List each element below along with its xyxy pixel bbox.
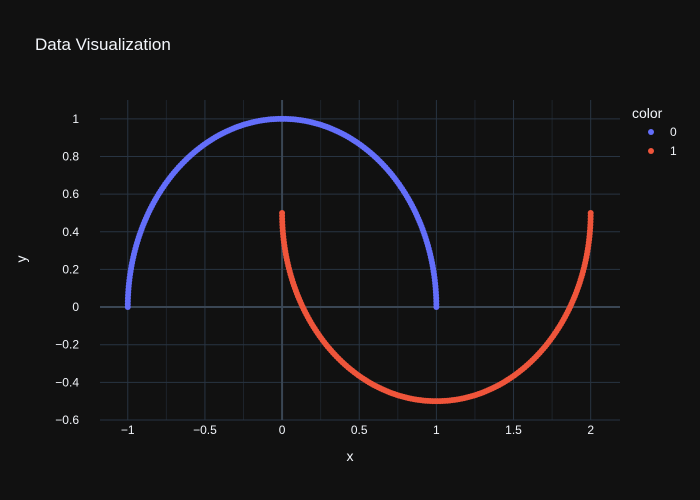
zero-lines xyxy=(100,100,620,420)
y-tick-label: −0.2 xyxy=(55,338,79,352)
x-tick-label: 1 xyxy=(433,423,440,437)
x-tick-label: 0.5 xyxy=(351,423,368,437)
series-layer xyxy=(124,115,594,405)
x-axis-title: x xyxy=(347,448,354,464)
y-tick-label: 0 xyxy=(72,300,79,314)
x-tick-label: −1 xyxy=(121,423,135,437)
y-tick-label: −0.4 xyxy=(55,375,79,389)
x-tick-label: 1.5 xyxy=(505,423,522,437)
data-point xyxy=(124,304,131,311)
x-tick-label: 2 xyxy=(587,423,594,437)
series-1 xyxy=(279,209,594,405)
y-tick-label: −0.6 xyxy=(55,413,79,427)
y-tick-label: 1 xyxy=(72,112,79,126)
y-tick-label: 0.6 xyxy=(62,187,79,201)
legend-label: 1 xyxy=(670,144,677,158)
series-0 xyxy=(124,115,440,311)
grid xyxy=(100,100,620,421)
legend-items[interactable]: 01 xyxy=(648,125,677,158)
x-tick-label: 0 xyxy=(279,423,286,437)
x-tick-label: −0.5 xyxy=(193,423,217,437)
legend[interactable]: color 01 xyxy=(632,105,677,158)
legend-item-0[interactable]: 0 xyxy=(648,125,677,139)
legend-marker xyxy=(648,148,654,154)
legend-label: 0 xyxy=(670,125,677,139)
legend-title: color xyxy=(632,105,663,121)
legend-marker xyxy=(648,129,654,135)
chart-title: Data Visualization xyxy=(35,35,171,54)
data-point xyxy=(587,209,594,216)
x-axis-ticks: −1 −0.5 0 0.5 1 1.5 2 xyxy=(121,423,594,437)
y-tick-label: 0.4 xyxy=(62,225,79,239)
y-axis-ticks: −0.6 −0.4 −0.2 0 0.2 0.4 0.6 0.8 1 xyxy=(55,112,79,427)
y-axis-title: y xyxy=(13,256,29,263)
y-tick-label: 0.2 xyxy=(62,262,79,276)
legend-item-1[interactable]: 1 xyxy=(648,144,677,158)
y-tick-label: 0.8 xyxy=(62,149,79,163)
